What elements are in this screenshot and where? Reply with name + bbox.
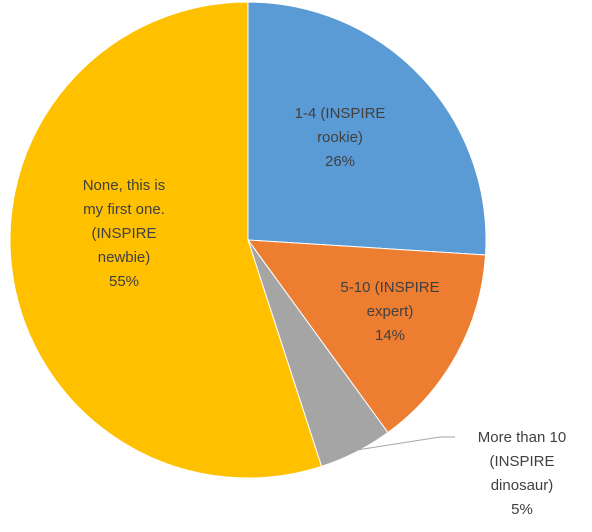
slice-label-more-than-10-inspire-dinosaur: More than 10 (INSPIRE dinosaur) 5% (478, 429, 566, 518)
pie-slice-none-this-is-my-first-one-inspire-newbie (9, 1, 323, 479)
pie-slice-1-4-inspire-rookie (247, 1, 487, 256)
slice-label-none-this-is-my-first-one-inspire-newbie: None, this is my first one. (INSPIRE newbie… (83, 177, 166, 290)
pie-slices (9, 1, 487, 479)
slice-labels: 1-4 (INSPIRE rookie) 26% 5-10 (INSPIRE exper… (83, 105, 566, 518)
slice-label-5-10-inspire-expert: 5-10 (INSPIRE expert) 14% (340, 279, 439, 344)
pie-slice-5-10-inspire-expert (246, 239, 487, 434)
leader-line-more-than-10 (355, 436, 455, 451)
slice-label-1-4-inspire-rookie: 1-4 (INSPIRE rookie) 26% (295, 105, 386, 170)
